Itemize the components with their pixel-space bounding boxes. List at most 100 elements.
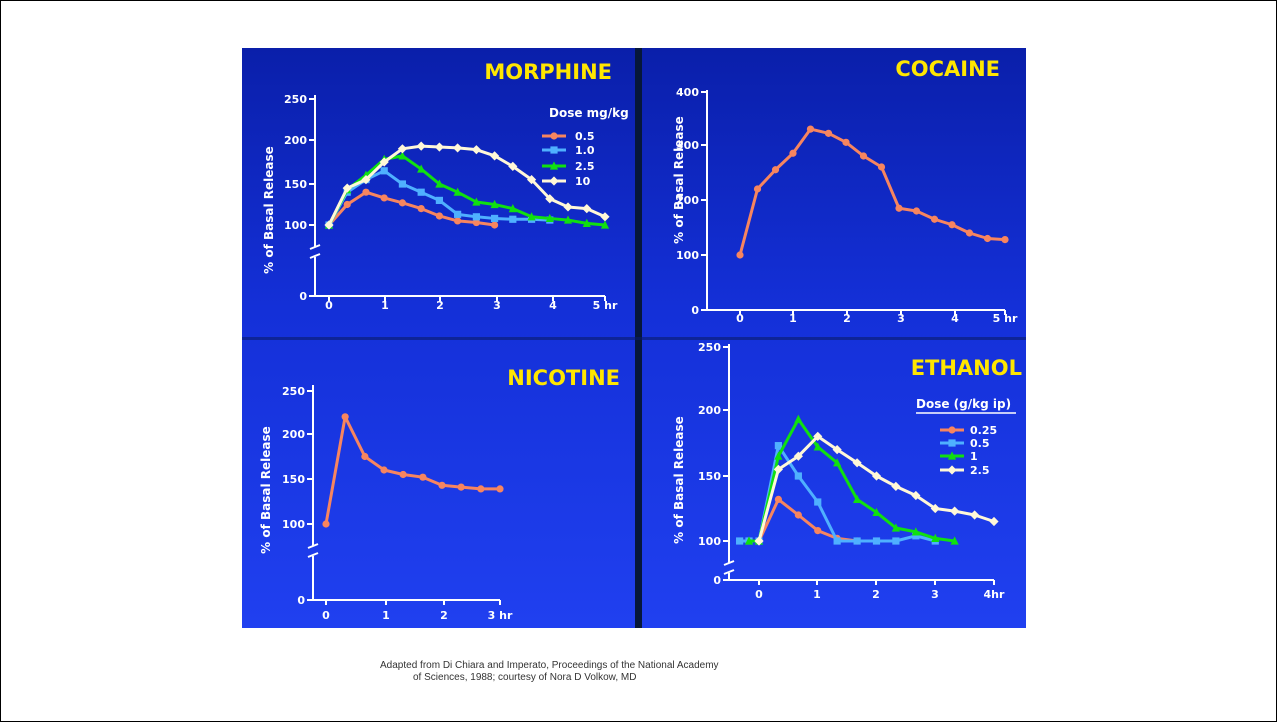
ethanol-data-point bbox=[793, 451, 803, 461]
ethanol-legend-title: Dose (g/kg ip) bbox=[916, 397, 1011, 411]
ethanol-legend: Dose (g/kg ip) 0.250.512.5 bbox=[916, 397, 1016, 477]
morphine-data-point bbox=[472, 213, 480, 221]
ethanol-axis-break-1 bbox=[723, 560, 735, 566]
morphine-legend-label: 2.5 bbox=[575, 160, 595, 173]
morphine-y-axis-label: % of Basal Release bbox=[262, 146, 276, 274]
cocaine-chart: COCAINE % of Basal Release 0 100 200 300 400 0 1… bbox=[672, 57, 1018, 325]
morphine-data-point bbox=[379, 157, 389, 167]
morphine-data-point bbox=[563, 202, 573, 212]
morphine-series-2.5 bbox=[324, 151, 610, 229]
ethanol-axis-break-2 bbox=[723, 569, 735, 575]
morphine-data-point bbox=[491, 221, 499, 229]
morphine-data-point bbox=[398, 151, 407, 160]
morphine-x-tick-label: 0 bbox=[325, 299, 333, 312]
cocaine-data-point bbox=[983, 234, 992, 243]
cocaine-data-point bbox=[895, 204, 903, 212]
morphine-data-point bbox=[454, 217, 462, 225]
morphine-series-line bbox=[327, 154, 606, 227]
nicotine-data-point bbox=[399, 470, 407, 479]
cocaine-x-tick-label: 3 bbox=[897, 312, 905, 325]
ethanol-data-point bbox=[872, 507, 881, 516]
ethanol-x-tick-label: 3 bbox=[931, 588, 939, 601]
horizontal-divider bbox=[242, 337, 1026, 340]
morphine-data-point bbox=[490, 199, 499, 209]
cocaine-data-point bbox=[806, 125, 815, 133]
morphine-series-line bbox=[327, 144, 606, 226]
ethanol-data-point bbox=[892, 537, 900, 545]
nicotine-data-point bbox=[438, 481, 446, 489]
morphine-x-tick-label: 4 bbox=[549, 299, 557, 312]
ethanol-data-point bbox=[736, 537, 744, 545]
morphine-x-tick-label: 5 hr bbox=[593, 299, 618, 312]
cocaine-data-point bbox=[965, 229, 974, 237]
ethanol-y-tick-label: 100 bbox=[698, 535, 721, 548]
morphine-y-tick-label: 100 bbox=[284, 219, 307, 232]
morphine-series-0.5 bbox=[325, 188, 499, 229]
morphine-data-point bbox=[527, 212, 536, 221]
ethanol-x-tick-label: 4hr bbox=[984, 588, 1005, 601]
morphine-data-point bbox=[509, 215, 517, 223]
cocaine-x-tick-label: 1 bbox=[789, 312, 797, 325]
ethanol-data-point bbox=[754, 536, 764, 546]
ethanol-y-tick-label: 250 bbox=[698, 341, 721, 354]
caption-line-1: Adapted from Di Chiara and Imperato, Pro… bbox=[380, 660, 719, 671]
nicotine-x-tick-label: 3 hr bbox=[488, 609, 513, 622]
cocaine-x-tick-label: 2 bbox=[843, 312, 851, 325]
ethanol-data-point bbox=[931, 533, 940, 542]
ethanol-legend-label: 1 bbox=[970, 450, 978, 463]
morphine-y-tick-label: 250 bbox=[284, 93, 307, 106]
morphine-data-point bbox=[582, 204, 592, 214]
cocaine-data-point bbox=[948, 221, 956, 229]
ethanol-data-point bbox=[871, 471, 882, 481]
morphine-data-point bbox=[472, 218, 480, 227]
ethanol-data-point bbox=[872, 537, 881, 545]
ethanol-legend-marker bbox=[948, 426, 956, 434]
nicotine-title: NICOTINE bbox=[507, 366, 620, 390]
ethanol-y-tick-label: 0 bbox=[713, 574, 721, 587]
nicotine-data-point bbox=[496, 485, 504, 493]
morphine-data-point bbox=[417, 164, 426, 173]
ethanol-data-point bbox=[794, 414, 803, 423]
morphine-data-point bbox=[453, 187, 462, 196]
morphine-title: MORPHINE bbox=[484, 60, 612, 84]
ethanol-data-point bbox=[774, 442, 782, 450]
cocaine-data-point bbox=[842, 138, 850, 146]
nicotine-data-point bbox=[361, 452, 369, 461]
ethanol-data-point bbox=[891, 481, 901, 491]
ethanol-y-tick-label: 200 bbox=[698, 404, 721, 417]
ethanol-x-tick-label: 2 bbox=[872, 588, 880, 601]
ethanol-data-point bbox=[814, 498, 822, 506]
cocaine-data-point bbox=[1001, 236, 1009, 244]
morphine-data-point bbox=[380, 194, 388, 202]
cocaine-y-tick-label: 400 bbox=[676, 86, 699, 99]
cocaine-series-main bbox=[736, 125, 1009, 259]
nicotine-y-tick-label: 200 bbox=[282, 428, 305, 441]
ethanol-data-point bbox=[794, 472, 802, 480]
ethanol-data-point bbox=[813, 431, 823, 441]
morphine-data-point bbox=[397, 144, 408, 154]
ethanol-data-point bbox=[814, 527, 822, 535]
ethanol-legend-marker bbox=[947, 465, 957, 475]
ethanol-legend-marker bbox=[947, 451, 957, 460]
morphine-data-point bbox=[600, 212, 610, 222]
morphine-data-point bbox=[545, 194, 555, 204]
nicotine-y-tick-label: 0 bbox=[297, 594, 305, 607]
morphine-data-point bbox=[454, 210, 462, 218]
morphine-data-point bbox=[563, 215, 573, 224]
morphine-data-point bbox=[361, 175, 371, 185]
morphine-legend: Dose mg/kg 0.51.0 2.5 10 bbox=[542, 106, 629, 188]
ethanol-data-point bbox=[813, 442, 822, 451]
morphine-x-tick-label: 1 bbox=[381, 299, 389, 312]
morphine-data-point bbox=[362, 188, 370, 196]
cocaine-series-line bbox=[738, 127, 1006, 256]
nicotine-data-point bbox=[477, 485, 485, 493]
nicotine-series-main bbox=[322, 413, 504, 528]
nicotine-x-tick-label: 2 bbox=[440, 609, 448, 622]
cocaine-y-tick-label: 300 bbox=[676, 139, 699, 152]
ethanol-series-line bbox=[757, 497, 858, 543]
cocaine-y-tick-label: 100 bbox=[676, 249, 699, 262]
morphine-data-point bbox=[324, 220, 334, 230]
ethanol-series-0.25 bbox=[755, 495, 861, 545]
ethanol-data-point bbox=[950, 506, 960, 516]
morphine-legend-title: Dose mg/kg bbox=[549, 106, 629, 120]
